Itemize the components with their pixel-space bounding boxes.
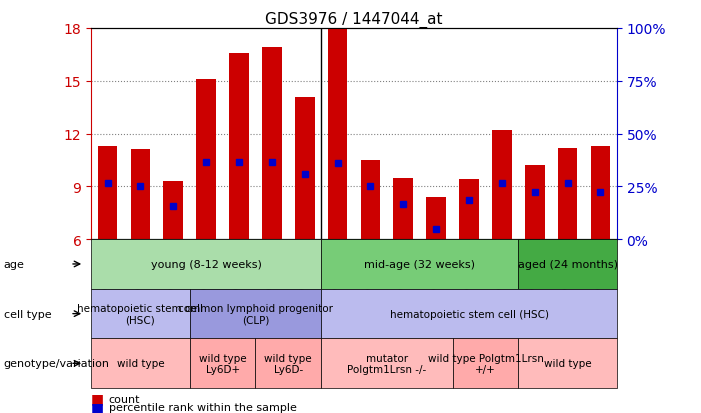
Text: age: age: [4, 259, 25, 269]
Bar: [130, 150, 150, 240]
Bar: [525, 166, 545, 240]
Text: count: count: [109, 394, 140, 404]
Text: hematopoietic stem cell (HSC): hematopoietic stem cell (HSC): [390, 309, 548, 319]
Bar: [558, 148, 578, 240]
Text: mid-age (32 weeks): mid-age (32 weeks): [365, 259, 475, 269]
Bar: [590, 147, 611, 240]
Text: wild type: wild type: [116, 358, 164, 368]
Text: percentile rank within the sample: percentile rank within the sample: [109, 402, 297, 412]
Bar: [163, 182, 183, 240]
Text: wild type
Ly6D-: wild type Ly6D-: [264, 353, 312, 374]
Text: cell type: cell type: [4, 309, 51, 319]
Bar: [426, 197, 446, 240]
Title: GDS3976 / 1447044_at: GDS3976 / 1447044_at: [265, 12, 443, 28]
Bar: [328, 27, 348, 240]
Text: genotype/variation: genotype/variation: [4, 358, 109, 368]
Bar: [295, 97, 315, 240]
Bar: [360, 161, 381, 240]
Text: wild type Polgtm1Lrsn
+/+: wild type Polgtm1Lrsn +/+: [428, 353, 543, 374]
Text: mutator
Polgtm1Lrsn -/-: mutator Polgtm1Lrsn -/-: [347, 353, 426, 374]
Text: ■: ■: [91, 400, 104, 413]
Bar: [97, 147, 118, 240]
Bar: [492, 131, 512, 240]
Bar: [229, 53, 249, 240]
Text: aged (24 months): aged (24 months): [517, 259, 618, 269]
Bar: [393, 178, 413, 240]
Bar: [459, 180, 479, 240]
Text: common lymphoid progenitor
(CLP): common lymphoid progenitor (CLP): [178, 303, 333, 325]
Text: young (8-12 weeks): young (8-12 weeks): [151, 259, 261, 269]
Text: wild type: wild type: [544, 358, 592, 368]
Text: ■: ■: [91, 392, 104, 406]
Bar: [196, 80, 216, 240]
Text: wild type
Ly6D+: wild type Ly6D+: [199, 353, 246, 374]
Bar: [262, 48, 282, 240]
Text: hematopoietic stem cell
(HSC): hematopoietic stem cell (HSC): [77, 303, 203, 325]
